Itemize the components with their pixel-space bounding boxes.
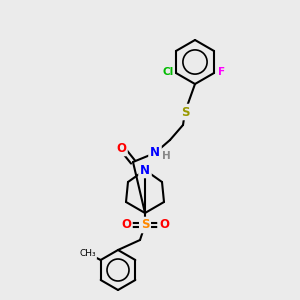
Text: Cl: Cl — [162, 67, 174, 77]
Text: O: O — [121, 218, 131, 232]
Text: S: S — [181, 106, 189, 118]
Text: F: F — [218, 67, 226, 77]
Text: O: O — [159, 218, 169, 232]
Text: CH₃: CH₃ — [80, 250, 96, 259]
Text: N: N — [150, 146, 160, 160]
Text: H: H — [162, 151, 170, 161]
Text: N: N — [140, 164, 150, 176]
Text: O: O — [116, 142, 126, 154]
Text: S: S — [141, 218, 149, 232]
